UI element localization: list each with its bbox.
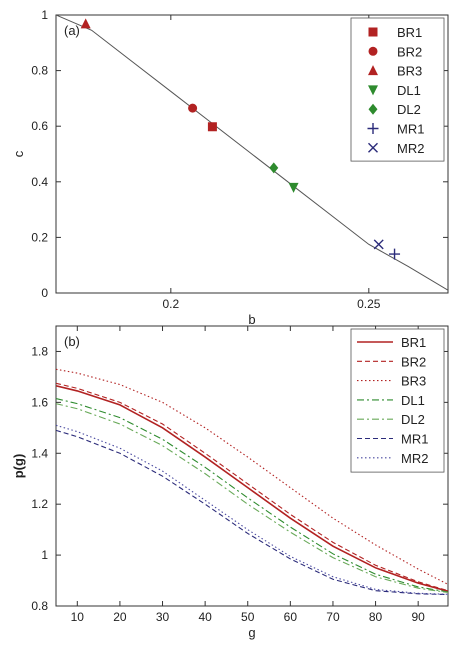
legend-label-mr2: MR2: [401, 451, 428, 466]
data-point-br3: [80, 18, 91, 29]
legend-box: [350, 17, 445, 162]
fit-curve: [56, 15, 448, 291]
x-tick-label: 60: [284, 610, 298, 624]
y-axis-label: p(g): [11, 454, 26, 479]
y-tick-label: 0.8: [31, 64, 48, 78]
legend-marker-br2: [368, 46, 378, 56]
x-tick-label: 70: [326, 610, 340, 624]
series-line-dl2: [56, 403, 448, 594]
legend-label-br3: BR3: [401, 374, 426, 389]
x-tick-label: 0.25: [357, 297, 381, 311]
data-point-mr2: [373, 239, 384, 250]
legend-label-br1: BR1: [397, 25, 422, 40]
legend-label-dl2: DL2: [401, 412, 425, 427]
legend-label-br2: BR2: [401, 354, 426, 369]
series-line-mr2: [56, 424, 448, 595]
x-tick-label: 40: [198, 610, 212, 624]
legend-marker-dl2: [368, 103, 378, 115]
x-tick-label: 10: [71, 610, 85, 624]
legend-label-mr1: MR1: [401, 432, 428, 447]
y-tick-label: 1: [41, 548, 48, 562]
x-axis-label: g: [248, 625, 255, 640]
y-tick-label: 1.8: [31, 344, 48, 358]
y-tick-label: 1.4: [31, 446, 48, 460]
y-axis-label: c: [11, 150, 26, 157]
y-tick-label: 1: [41, 8, 48, 22]
x-tick-label: 90: [411, 610, 425, 624]
panel-a: 0.2 0.25 0 0.2 0.4 0.6 0.8 1 b c (a) BR1 BR2 BR3 DL1 DL…: [11, 8, 449, 327]
legend-marker-dl1: [368, 85, 378, 96]
y-tick-label: 1.6: [31, 395, 48, 409]
y-tick-label: 0.8: [31, 599, 48, 613]
x-tick-label: 0.2: [162, 297, 179, 311]
legend-label-br2: BR2: [397, 44, 422, 59]
legend-label-dl1: DL1: [397, 83, 421, 98]
series-line-br2: [56, 382, 448, 592]
legend-marker-mr1: [367, 123, 379, 134]
data-point-dl2: [269, 162, 279, 174]
legend-marker-mr2: [368, 142, 378, 153]
data-point-br2: [188, 103, 198, 113]
plot-frame: [55, 325, 449, 607]
legend-box: [350, 328, 445, 473]
x-tick-label: 20: [113, 610, 127, 624]
x-tick-label: 80: [369, 610, 383, 624]
legend-label-dl1: DL1: [401, 393, 425, 408]
data-point-mr1: [389, 248, 401, 260]
y-tick-label: 0.6: [31, 119, 48, 133]
legend-marker-br1: [368, 27, 378, 37]
legend-label-mr1: MR1: [397, 122, 424, 137]
x-tick-label: 50: [241, 610, 255, 624]
legend-label-dl2: DL2: [397, 102, 421, 117]
y-tick-label: 1.2: [31, 497, 48, 511]
x-tick-label: 30: [156, 610, 170, 624]
data-point-dl1: [288, 182, 299, 193]
y-tick-label: 0: [41, 286, 48, 300]
panel-label: (b): [64, 334, 80, 349]
x-axis-label: b: [248, 312, 255, 327]
series-line-br1: [56, 385, 448, 593]
legend-marker-br3: [368, 65, 378, 76]
plot-area: [56, 368, 448, 596]
legend-label-mr2: MR2: [397, 141, 424, 156]
data-point-br1: [207, 122, 217, 132]
legend-label-br3: BR3: [397, 64, 422, 79]
series-line-dl1: [56, 398, 448, 593]
panel-label: (a): [64, 23, 80, 38]
plot-area: [56, 15, 448, 291]
plot-frame: [55, 14, 449, 294]
series-line-br3: [56, 368, 448, 585]
panel-b: 10 20 30 40 50 60 70 80 90 0.8 1 1.2 1.4 1.6 1.8 g p(g) (…: [11, 325, 449, 640]
legend-label-br1: BR1: [401, 335, 426, 350]
series-line-mr1: [56, 429, 448, 596]
y-tick-label: 0.2: [31, 230, 48, 244]
y-tick-label: 0.4: [31, 175, 48, 189]
